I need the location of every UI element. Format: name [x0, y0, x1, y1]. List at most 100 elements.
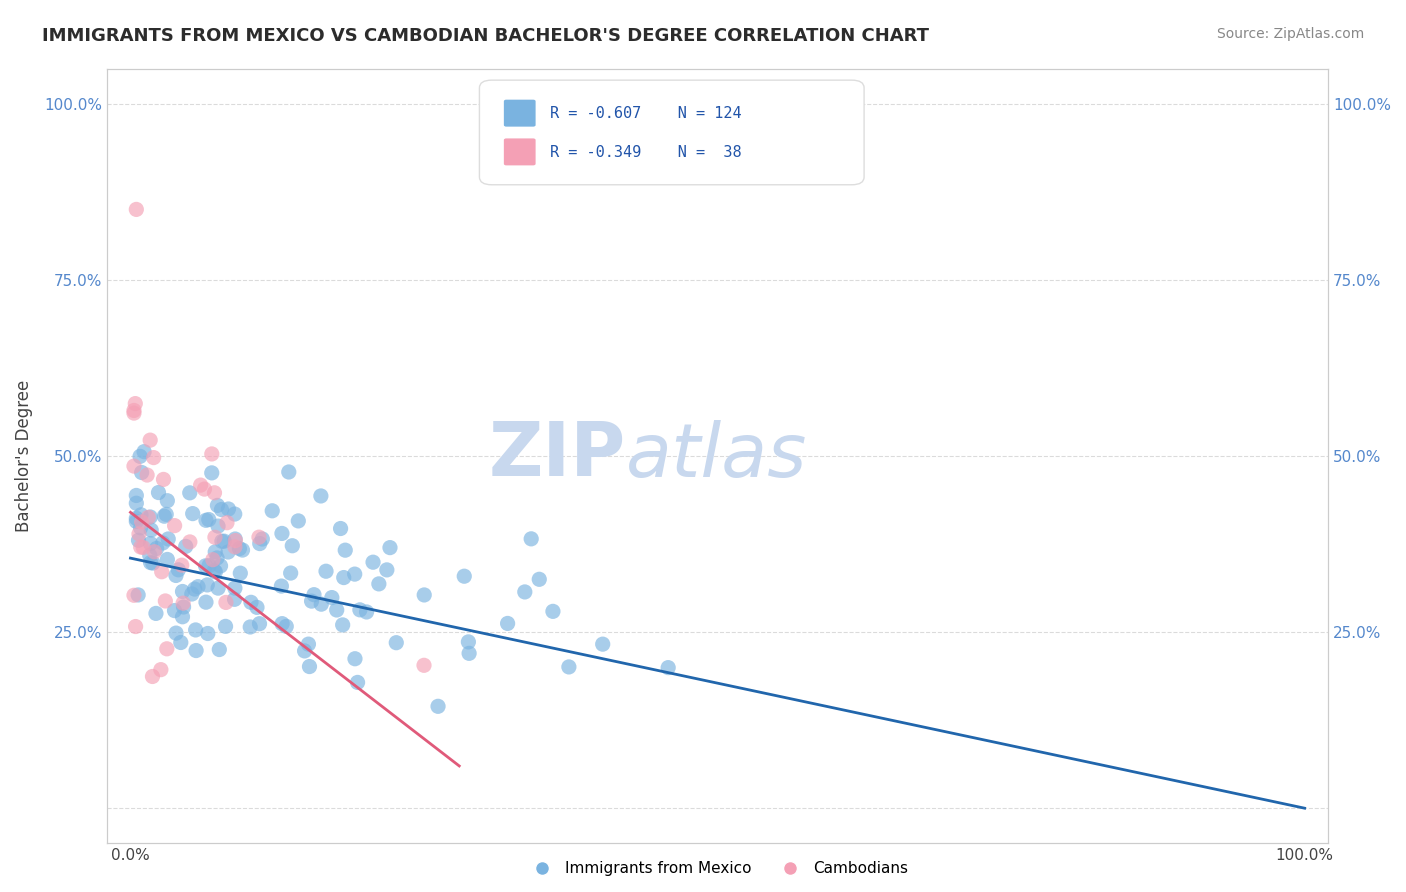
Point	[148, 485, 170, 500]
Point	[156, 552, 179, 566]
Point	[453, 569, 475, 583]
Point	[149, 663, 172, 677]
Point	[277, 465, 299, 479]
Point	[122, 588, 145, 602]
Point	[181, 507, 204, 521]
Text: R = -0.607    N = 124: R = -0.607 N = 124	[550, 106, 742, 121]
Point	[156, 641, 179, 656]
Point	[325, 603, 347, 617]
Point	[385, 636, 408, 650]
Point	[212, 534, 235, 549]
Point	[179, 535, 201, 549]
Point	[129, 508, 152, 522]
Point	[141, 523, 163, 537]
Point	[165, 626, 187, 640]
Point	[332, 570, 354, 584]
Point	[201, 552, 224, 566]
Point	[520, 532, 543, 546]
Point	[457, 635, 479, 649]
Point	[139, 556, 162, 570]
Point	[413, 588, 436, 602]
Point	[152, 472, 174, 486]
Point	[228, 541, 250, 556]
Point	[346, 675, 368, 690]
Point	[165, 568, 187, 582]
Point	[139, 549, 162, 563]
Point	[122, 459, 145, 474]
Point	[124, 396, 146, 410]
Y-axis label: Bachelor's Degree: Bachelor's Degree	[15, 380, 32, 533]
Point	[224, 532, 246, 546]
Point	[122, 406, 145, 420]
Point	[204, 545, 226, 559]
Point	[136, 468, 159, 483]
Point	[183, 582, 205, 596]
Point	[187, 580, 209, 594]
Point	[194, 558, 217, 573]
Point	[224, 592, 246, 607]
Point	[170, 635, 193, 649]
Point	[246, 600, 269, 615]
Point	[170, 558, 193, 573]
Point	[302, 588, 325, 602]
Text: Source: ZipAtlas.com: Source: ZipAtlas.com	[1216, 27, 1364, 41]
Point	[224, 507, 246, 521]
Point	[128, 533, 150, 548]
FancyBboxPatch shape	[479, 80, 865, 185]
Point	[172, 596, 194, 610]
Point	[129, 521, 152, 535]
Legend: Immigrants from Mexico, Cambodians: Immigrants from Mexico, Cambodians	[522, 855, 914, 882]
Point	[249, 616, 271, 631]
Point	[142, 556, 165, 570]
Point	[247, 530, 270, 544]
Point	[155, 508, 177, 522]
Point	[131, 515, 153, 529]
Point	[427, 699, 450, 714]
Point	[194, 513, 217, 527]
Point	[173, 599, 195, 614]
Point	[239, 620, 262, 634]
Point	[132, 541, 155, 555]
Point	[205, 551, 228, 566]
Point	[297, 637, 319, 651]
Point	[211, 534, 233, 549]
Point	[270, 579, 292, 593]
FancyBboxPatch shape	[503, 100, 536, 127]
Point	[558, 660, 581, 674]
Point	[287, 514, 309, 528]
Point	[271, 616, 294, 631]
Point	[194, 595, 217, 609]
Point	[139, 536, 162, 550]
Point	[197, 512, 219, 526]
Point	[145, 607, 167, 621]
Point	[356, 605, 378, 619]
Point	[184, 643, 207, 657]
Point	[309, 489, 332, 503]
Point	[204, 485, 226, 500]
Point	[541, 604, 564, 618]
Point	[413, 658, 436, 673]
Point	[125, 488, 148, 502]
Point	[124, 619, 146, 633]
Point	[174, 540, 197, 554]
Point	[249, 536, 271, 550]
Point	[125, 202, 148, 217]
Point	[281, 539, 304, 553]
Point	[343, 567, 366, 582]
Point	[127, 588, 149, 602]
Point	[150, 565, 173, 579]
Point	[458, 646, 481, 660]
Point	[343, 651, 366, 665]
Point	[180, 587, 202, 601]
Point	[321, 591, 343, 605]
Point	[229, 566, 252, 581]
Point	[211, 502, 233, 516]
Point	[184, 623, 207, 637]
Point	[335, 543, 357, 558]
Point	[197, 626, 219, 640]
Point	[294, 644, 316, 658]
Text: ZIP: ZIP	[489, 419, 626, 492]
Point	[156, 493, 179, 508]
Point	[204, 530, 226, 544]
Point	[215, 595, 238, 609]
